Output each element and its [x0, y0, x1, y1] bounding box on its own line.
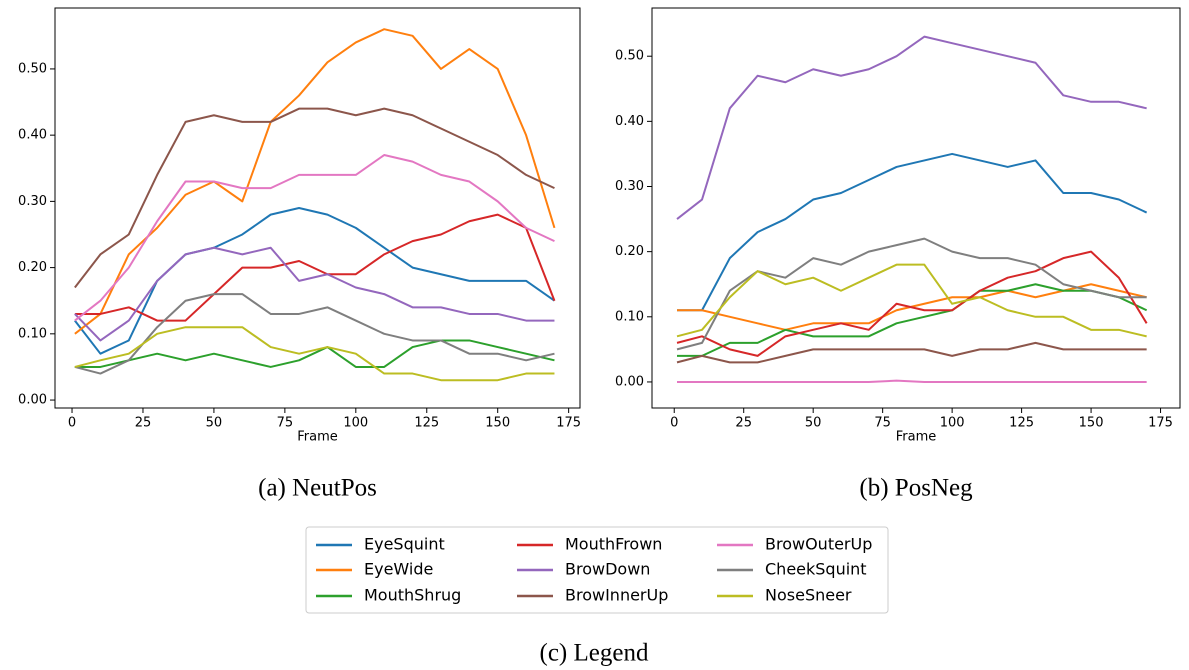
x-tick-label: 50 [206, 416, 223, 431]
legend-caption: (c) Legend [540, 640, 649, 667]
series-line [74, 326, 555, 382]
legend-label: CheekSquint [765, 560, 867, 579]
legend-label: MouthShrug [364, 586, 461, 605]
x-axis-label: Frame [896, 430, 937, 445]
legend-label: MouthFrown [565, 535, 662, 554]
y-tick-label: 0.10 [18, 326, 47, 341]
series-line [677, 283, 1148, 357]
series-line [74, 339, 555, 368]
x-tick-label: 175 [1148, 416, 1173, 431]
x-tick-label: 100 [940, 416, 965, 431]
chart-caption: (a) NeutPos [258, 475, 377, 502]
series-line [74, 107, 555, 289]
legend-label: BrowOuterUp [765, 535, 872, 554]
series-line [676, 263, 1147, 338]
y-tick-label: 0.30 [18, 194, 47, 209]
series-line [74, 207, 556, 355]
x-tick-label: 75 [277, 416, 294, 431]
x-tick-label: 75 [874, 416, 891, 431]
series-line [74, 293, 555, 375]
series-line [74, 28, 556, 335]
y-tick-label: 0.20 [615, 244, 644, 259]
series-line [677, 152, 1148, 312]
x-tick-label: 0 [670, 416, 678, 431]
x-axis-label: Frame [297, 430, 338, 445]
legend-label: EyeWide [364, 560, 433, 579]
legend-label: BrowInnerUp [565, 586, 668, 605]
x-tick-label: 25 [735, 416, 752, 431]
x-tick-label: 175 [556, 416, 581, 431]
y-tick-label: 0.50 [615, 49, 644, 64]
series-line [676, 250, 1148, 357]
x-tick-label: 25 [135, 416, 152, 431]
series-line [677, 379, 1147, 383]
x-tick-label: 125 [1009, 416, 1034, 431]
series-line [676, 341, 1147, 364]
y-tick-label: 0.50 [18, 61, 47, 76]
x-tick-label: 50 [805, 416, 822, 431]
y-tick-label: 0.00 [18, 393, 47, 408]
legend-label: EyeSquint [364, 535, 445, 554]
y-tick-label: 0.30 [615, 179, 644, 194]
x-tick-label: 150 [1079, 416, 1104, 431]
series-line [74, 213, 556, 322]
y-tick-label: 0.40 [18, 128, 47, 143]
series-line [676, 35, 1147, 220]
x-tick-label: 100 [343, 416, 368, 431]
y-tick-label: 0.20 [18, 260, 47, 275]
series-line [74, 246, 555, 342]
axes-frame [54, 7, 581, 409]
x-tick-label: 125 [414, 416, 439, 431]
legend-label: BrowDown [565, 560, 650, 579]
y-tick-label: 0.10 [615, 309, 644, 324]
x-tick-label: 0 [68, 416, 76, 431]
axes-frame [651, 7, 1181, 409]
chart-caption: (b) PosNeg [859, 475, 973, 502]
legend-box [305, 526, 889, 614]
x-tick-label: 150 [485, 416, 510, 431]
y-tick-label: 0.00 [615, 374, 644, 389]
legend-label: NoseSneer [765, 586, 852, 605]
series-line [74, 154, 555, 322]
y-tick-label: 0.40 [615, 114, 644, 129]
